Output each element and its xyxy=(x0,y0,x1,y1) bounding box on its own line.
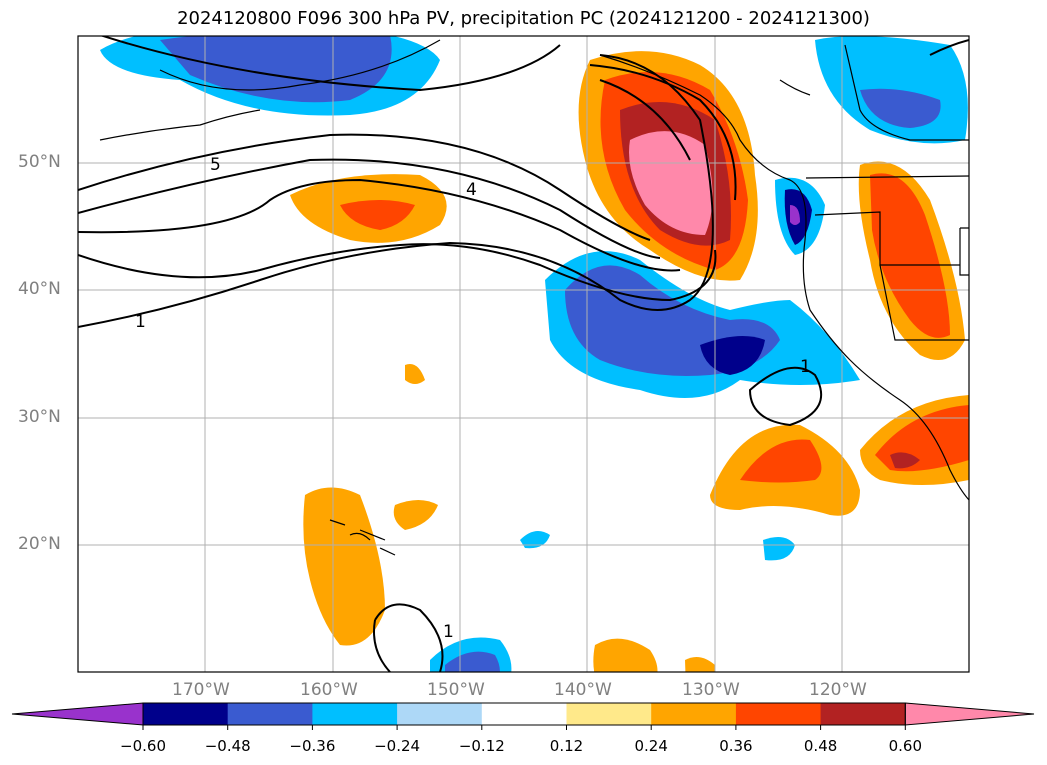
colorbar-tick-label: 0.48 xyxy=(803,737,838,755)
colorbar-tick-label: −0.12 xyxy=(458,737,505,755)
colorbar-extend-max xyxy=(904,702,1035,726)
colorbar-tick-label: 0.60 xyxy=(888,737,922,755)
contour-label-1b: 1 xyxy=(800,357,811,377)
colorbar-cell xyxy=(820,703,906,725)
colorbar-cell xyxy=(227,703,313,725)
contour-label-4: 4 xyxy=(466,180,477,200)
colorbar-tick-label: −0.48 xyxy=(204,737,251,755)
colorbar-cell xyxy=(143,703,229,725)
graticule xyxy=(78,36,969,672)
colorbar-tick-label: 0.12 xyxy=(549,737,584,755)
lon-label-150w: 150°W xyxy=(427,680,485,700)
colorbar-extend-min xyxy=(11,702,144,726)
lat-label-50n: 50°N xyxy=(18,152,61,172)
colorbar-tick-label: −0.36 xyxy=(289,737,336,755)
colorbar-cell xyxy=(312,703,398,725)
colorbar-cell xyxy=(651,703,737,725)
contour-label-5: 5 xyxy=(210,155,221,175)
colorbar-tick-label: 0.24 xyxy=(634,737,668,755)
colorbar-tick-label: −0.24 xyxy=(374,737,421,755)
contour-label-1c: 1 xyxy=(443,622,454,642)
lon-label-160w: 160°W xyxy=(300,680,358,700)
coastlines xyxy=(99,39,969,556)
lon-label-130w: 130°W xyxy=(682,680,740,700)
lat-label-20n: 20°N xyxy=(18,534,61,554)
pv-contours xyxy=(78,36,969,672)
colorbar-cell xyxy=(397,703,483,725)
lon-label-170w: 170°W xyxy=(172,680,230,700)
map-title: 2024120800 F096 300 hPa PV, precipitatio… xyxy=(177,8,870,29)
colorbar-cell xyxy=(481,703,567,725)
lat-label-40n: 40°N xyxy=(18,279,61,299)
map-plot: 5 4 1 1 1 xyxy=(77,35,970,673)
lon-label-140w: 140°W xyxy=(554,680,612,700)
lon-label-120w: 120°W xyxy=(809,680,867,700)
colorbar-cell xyxy=(566,703,652,725)
pos-anomaly-hawaii xyxy=(303,487,385,646)
contour-label-1a: 1 xyxy=(135,312,146,332)
colorbar-tick-label: −0.60 xyxy=(120,737,166,755)
colorbar-tick-label: 0.36 xyxy=(719,737,753,755)
colorbar-cell xyxy=(735,703,822,725)
precip-shading xyxy=(100,36,969,672)
lat-label-30n: 30°N xyxy=(18,407,61,427)
